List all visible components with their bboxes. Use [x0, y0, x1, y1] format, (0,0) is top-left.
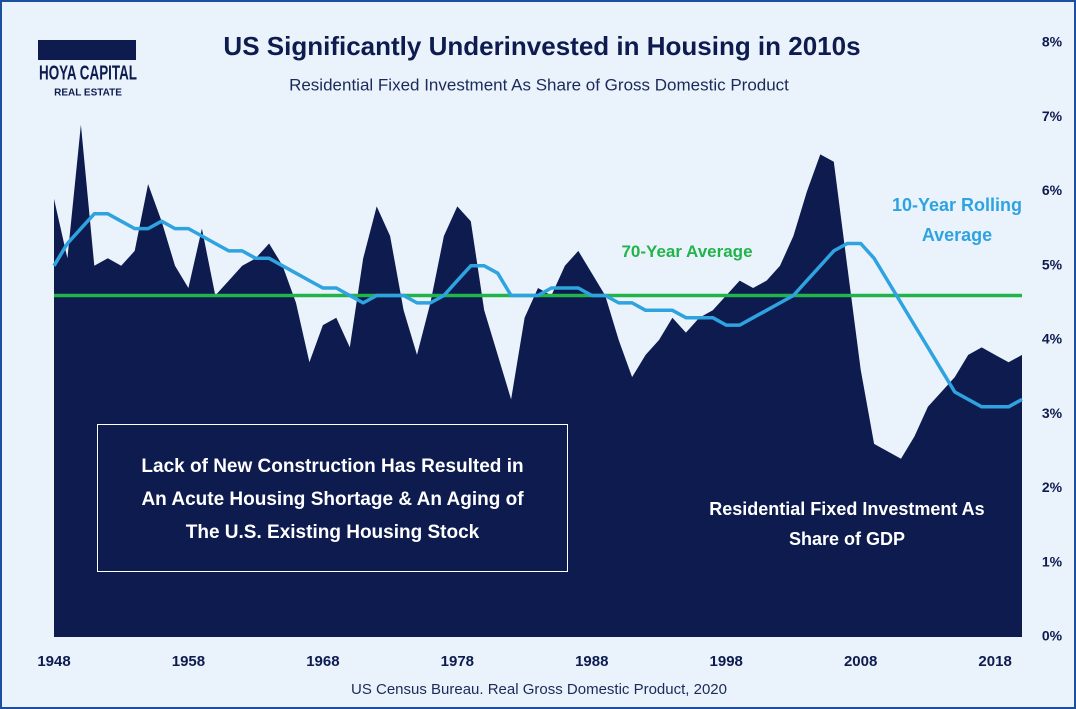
logo-tagline: REAL ESTATE: [54, 88, 122, 99]
logo-skyline: [38, 40, 136, 60]
y-tick-label: 8%: [1042, 34, 1063, 50]
y-tick-label: 0%: [1042, 628, 1063, 644]
y-tick-label: 6%: [1042, 182, 1063, 198]
plot: [52, 124, 1023, 637]
x-tick-label: 1958: [172, 653, 205, 670]
x-tick-label: 1988: [575, 653, 608, 670]
x-tick-label: 1978: [441, 653, 474, 670]
x-tick-label: 1998: [710, 653, 743, 670]
y-tick-label: 1%: [1042, 553, 1063, 569]
line-label: 10-Year Rolling Average: [891, 195, 1023, 245]
y-tick-label: 2%: [1042, 479, 1063, 495]
reference-label: 70-Year Average: [621, 242, 753, 261]
annotation-box: Lack of New Construction Has Resulted in…: [97, 424, 568, 572]
x-tick-label: 2008: [844, 653, 877, 670]
chart-title: US Significantly Underinvested in Housin…: [223, 31, 860, 61]
rolling-average-line: [52, 212, 1023, 409]
x-tick-label: 1968: [306, 653, 339, 670]
chart-subtitle: Residential Fixed Investment As Share of…: [289, 75, 789, 94]
area-label: Residential Fixed Investment As Share of…: [709, 499, 985, 549]
source: US Census Bureau. Real Gross Domestic Pr…: [351, 681, 727, 698]
investment-area: [54, 124, 1022, 637]
y-tick-label: 4%: [1042, 331, 1063, 347]
logo: HOYA CAPITAL REAL ESTATE: [38, 40, 137, 99]
y-tick-label: 5%: [1042, 256, 1063, 272]
y-tick-label: 7%: [1042, 108, 1063, 124]
x-tick-label: 2018: [978, 653, 1011, 670]
y-tick-label: 3%: [1042, 405, 1063, 421]
logo-name: HOYA CAPITAL: [39, 62, 137, 84]
x-tick-label: 1948: [37, 653, 70, 670]
